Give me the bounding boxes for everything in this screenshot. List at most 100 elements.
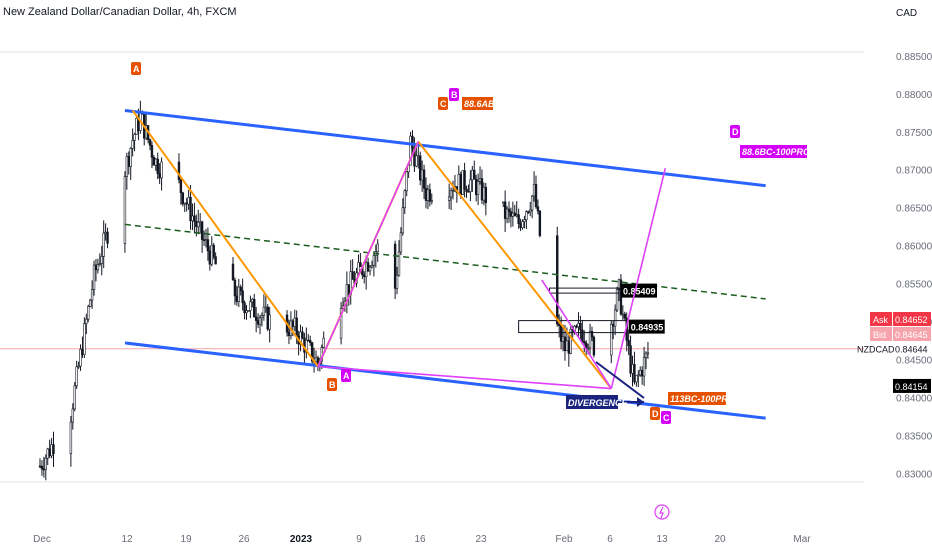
candle-down xyxy=(517,214,520,224)
candle-up xyxy=(461,170,464,196)
point-d-orange: D xyxy=(652,409,659,419)
point-c-magenta: C xyxy=(663,413,670,423)
candle-down xyxy=(411,135,414,149)
candle-up xyxy=(430,200,433,202)
price-tick-label: 0.85500 xyxy=(896,280,932,291)
candle-down xyxy=(235,295,239,302)
candle-up xyxy=(44,457,47,470)
candle-up xyxy=(642,357,646,377)
candle-down xyxy=(243,302,246,314)
candle-down xyxy=(200,221,204,240)
candle-down xyxy=(202,239,206,241)
candle-down xyxy=(556,235,559,325)
point-c-magenta-bg xyxy=(661,411,671,424)
time-tick-label: 23 xyxy=(475,534,487,545)
time-tick-label: 2023 xyxy=(290,534,313,545)
candle-up xyxy=(409,135,412,166)
ratio-ab-label: 88.6AB xyxy=(464,99,495,109)
time-tick-label: 6 xyxy=(607,534,613,545)
channel-upper-line xyxy=(124,108,766,188)
candle-up xyxy=(635,375,638,383)
candle-down xyxy=(214,256,217,265)
candle-up xyxy=(160,161,163,179)
candle-down xyxy=(158,173,161,179)
level-label-bg xyxy=(628,319,665,334)
candles xyxy=(0,51,864,483)
price-tick-label: 0.87000 xyxy=(896,166,932,177)
candle-up xyxy=(532,183,536,197)
candle-down xyxy=(179,179,183,194)
candle-up xyxy=(133,134,136,141)
candle-down xyxy=(193,215,196,222)
candle-up xyxy=(260,315,264,319)
candle-up xyxy=(646,352,650,355)
candle-up xyxy=(415,155,418,167)
candle-down xyxy=(40,465,44,470)
candle-down xyxy=(301,331,304,339)
candle-down xyxy=(428,189,432,202)
price-tick-label: 0.83000 xyxy=(896,470,932,481)
candle-down xyxy=(575,325,578,328)
candle-up xyxy=(586,347,590,350)
candle-down xyxy=(52,444,55,454)
bid-tag-label-bg xyxy=(870,327,892,341)
chart-title: New Zealand Dollar/Canadian Dollar, 4h, … xyxy=(3,6,237,18)
candle-down xyxy=(480,178,484,201)
ask-tag-value: 0.84652 xyxy=(895,315,928,325)
candle-down xyxy=(581,329,584,342)
candle-down xyxy=(640,370,644,377)
candle-up xyxy=(129,148,132,167)
divergence-arrow-head xyxy=(637,397,644,407)
candle-down xyxy=(473,169,476,180)
candle-down xyxy=(256,320,260,325)
candle-up xyxy=(245,310,248,314)
candle-up xyxy=(471,169,474,181)
candle-up xyxy=(426,189,430,201)
candle-down xyxy=(307,339,310,342)
candle-up xyxy=(210,244,213,265)
bid-tag-value: 0.84645 xyxy=(895,330,928,340)
candle-down xyxy=(310,342,314,362)
candle-down xyxy=(633,364,636,383)
pattern-magenta-leg xyxy=(610,168,667,389)
candle-down xyxy=(484,186,488,204)
level-label-bg xyxy=(621,283,657,298)
candle-down xyxy=(474,179,478,195)
candle-down xyxy=(363,274,366,278)
candle-down xyxy=(106,231,109,244)
ratio-113-bg xyxy=(668,392,726,405)
candle-up xyxy=(529,209,532,213)
lightning-bolt xyxy=(659,506,664,519)
candle-up xyxy=(88,299,92,307)
time-tick-label: 26 xyxy=(238,534,250,545)
candle-up xyxy=(403,190,406,209)
candle-up xyxy=(395,274,399,289)
candle-down xyxy=(612,323,615,327)
candle-up xyxy=(515,214,518,217)
candle-down xyxy=(239,286,242,292)
candle-up xyxy=(75,366,78,387)
time-tick-label: Dec xyxy=(33,534,51,545)
price-tick-label: 0.84500 xyxy=(896,356,932,367)
candle-up xyxy=(96,264,100,271)
candle-down xyxy=(557,323,561,326)
time-tick-label: 19 xyxy=(180,534,192,545)
ratio-113-label: 113BC-100PRO xyxy=(670,394,735,404)
candle-up xyxy=(339,308,343,339)
candle-down xyxy=(567,340,571,354)
candle-up xyxy=(262,306,266,316)
candle-down xyxy=(254,316,258,321)
price-tick-label: 0.88500 xyxy=(896,52,932,63)
candle-up xyxy=(505,208,509,219)
drawings: 0.854090.84935ABCDBACD88.6AB88.6BC-100PR… xyxy=(124,62,810,424)
candle-down xyxy=(503,201,507,219)
candle-down xyxy=(127,156,130,167)
candle-down xyxy=(181,192,185,205)
candle-up xyxy=(565,340,569,352)
time-axis: Dec 12 19 26 2023 9 16 23 Feb 6 13 20 Mar xyxy=(33,504,811,545)
candle-up xyxy=(615,289,619,311)
candle-up xyxy=(90,289,94,301)
candle-up xyxy=(451,190,455,192)
candle-up xyxy=(50,444,53,457)
